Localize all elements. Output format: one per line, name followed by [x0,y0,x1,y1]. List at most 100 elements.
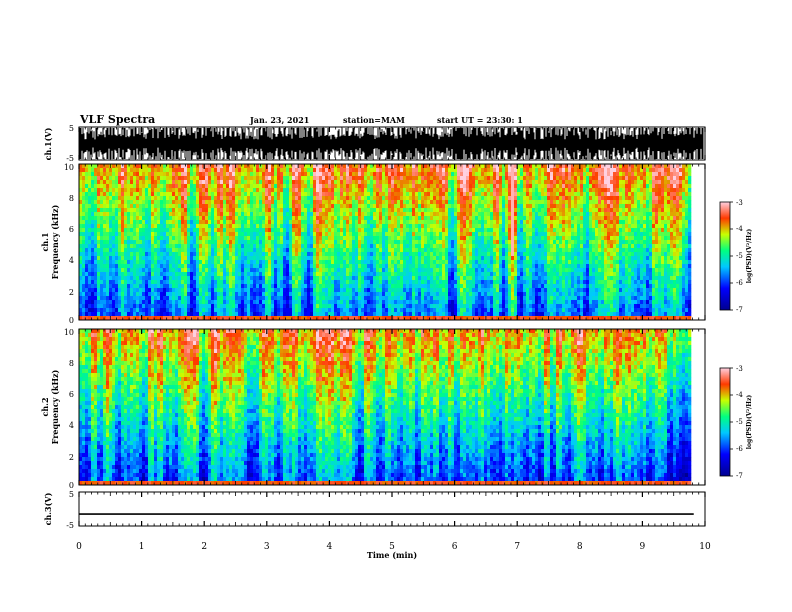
spectrogram-cell [226,308,230,313]
spectrogram-cell [406,208,410,213]
spectrogram-cell [274,300,278,305]
spectrogram-cell [139,248,143,253]
spectrogram-cell [217,292,221,297]
spectrogram-cell [256,164,260,169]
spectrogram-cell [127,220,131,225]
spectrogram-cell [310,204,314,209]
spectrogram-cell [349,256,353,261]
spectrogram-cell [322,300,326,305]
spectrogram-cell [133,196,137,201]
spectrogram-cell [241,256,245,261]
spectrogram-cell [364,244,368,249]
spectrogram-cell [313,248,317,253]
spectrogram-cell [112,296,116,301]
spectrogram-cell [304,168,308,173]
spectrogram-cell [397,176,401,181]
spectrogram-cell [151,208,155,213]
spectrogram-cell [361,228,365,233]
spectrogram-cell [109,268,113,273]
spectrogram-cell [415,212,419,217]
spectrogram-cell [172,296,176,301]
spectrogram-cell [232,200,236,205]
spectrogram-cell [373,196,377,201]
spectrogram-cell [274,208,278,213]
spectrogram-cell [130,196,134,201]
spectrogram-cell [421,240,425,245]
spectrogram-cell [148,192,152,197]
spectrogram-cell [244,288,248,293]
ch1-waveform-trace [79,128,704,159]
spectrogram-cell [313,212,317,217]
spectrogram-cell [322,260,326,265]
spectrogram-cell [397,284,401,289]
spectrogram-cell [268,304,272,309]
spectrogram-cell [226,164,230,169]
spectrogram-cell [307,196,311,201]
spectrogram-cell [100,184,104,189]
spectrogram-cell [166,312,170,317]
spectrogram-cell [328,248,332,253]
spectrogram-cell [415,276,419,281]
spectrogram-cell [118,272,122,277]
spectrogram-cell [199,304,203,309]
spectrogram-cell [142,236,146,241]
spectrogram-cell [268,228,272,233]
spectrogram-cell [166,192,170,197]
spectrogram-cell [238,168,242,173]
spectrogram-cell [316,248,320,253]
spectrogram-cell [442,284,446,289]
spectrogram-cell [301,212,305,217]
spectrogram-cell [193,180,197,185]
spectrogram-cell [199,220,203,225]
spectrogram-cell [103,264,107,269]
spectrogram-cell [130,240,134,245]
spectrogram-cell [244,308,248,313]
spectrogram-cell [103,188,107,193]
spectrogram-cell [223,232,227,237]
spectrogram-cell [139,292,143,297]
spectrogram-cell [163,260,167,265]
spectrogram-cell [145,220,149,225]
spectrogram-cell [307,204,311,209]
spectrogram-cell [109,280,113,285]
spectrogram-cell [139,204,143,209]
spectrogram-cell [421,300,425,305]
spectrogram-cell [187,304,191,309]
spectrogram-cell [193,300,197,305]
spectrogram-cell [208,180,212,185]
spectrogram-cell [295,200,299,205]
spectrogram-cell [421,196,425,201]
spectrogram-cell [208,176,212,181]
spectrogram-cell [121,184,125,189]
spectrogram-cell [244,248,248,253]
spectrogram-cell [133,304,137,309]
spectrogram-cell [244,176,248,181]
spectrogram-cell [364,272,368,277]
spectrogram-cell [145,224,149,229]
spectrogram-cell [160,240,164,245]
spectrogram-cell [418,300,422,305]
spectrogram-cell [226,280,230,285]
spectrogram-cell [133,172,137,177]
spectrogram-cell [106,276,110,281]
spectrogram-cell [91,240,95,245]
spectrogram-cell [370,200,374,205]
spectrogram-cell [208,300,212,305]
spectrogram-cell [259,268,263,273]
spectrogram-cell [217,172,221,177]
spectrogram-cell [361,304,365,309]
spectrogram-cell [445,188,449,193]
spectrogram-cell [112,184,116,189]
spectrogram-cell [385,248,389,253]
spectrogram-cell [142,228,146,233]
spectrogram-cell [430,188,434,193]
spectrogram-cell [451,200,455,205]
spectrogram-cell [283,236,287,241]
spectrogram-cell [268,216,272,221]
spectrogram-cell [262,244,266,249]
spectrogram-cell [256,240,260,245]
spectrogram-cell [109,304,113,309]
spectrogram-cell [433,264,437,269]
spectrogram-cell [415,176,419,181]
spectrogram-cell [226,200,230,205]
